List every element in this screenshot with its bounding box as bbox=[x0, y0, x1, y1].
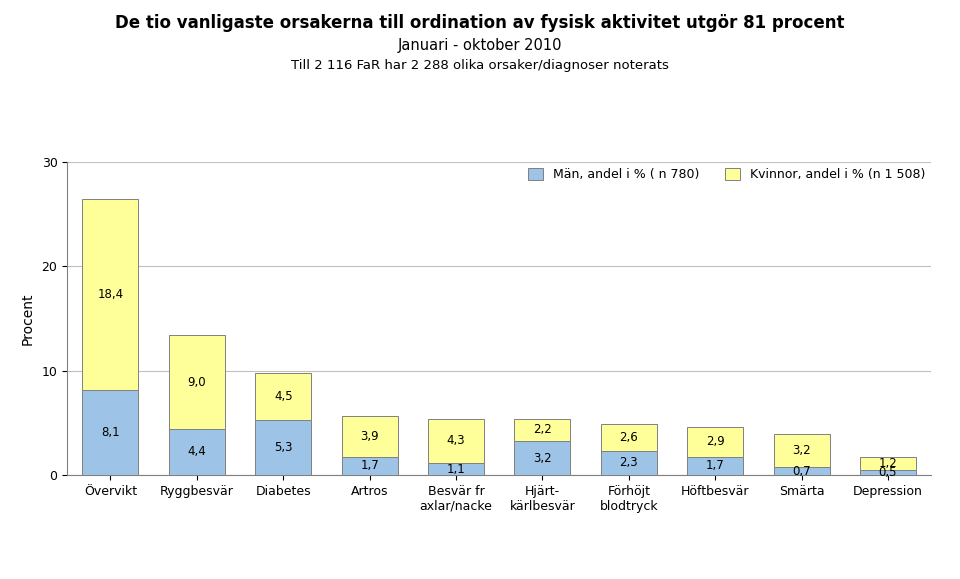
Legend: Män, andel i % ( n 780), Kvinnor, andel i % (n 1 508): Män, andel i % ( n 780), Kvinnor, andel … bbox=[528, 168, 924, 181]
Bar bbox=[342, 457, 397, 475]
Bar bbox=[255, 420, 311, 475]
Bar bbox=[428, 463, 484, 475]
Text: 3,2: 3,2 bbox=[533, 452, 552, 464]
Text: 1,1: 1,1 bbox=[446, 463, 466, 475]
Text: 1,7: 1,7 bbox=[360, 459, 379, 472]
Bar bbox=[687, 457, 743, 475]
Bar bbox=[860, 470, 916, 475]
Text: 2,9: 2,9 bbox=[706, 435, 725, 449]
Bar bbox=[83, 199, 138, 390]
Text: 2,2: 2,2 bbox=[533, 423, 552, 437]
Text: 0,5: 0,5 bbox=[878, 466, 898, 479]
Text: 0,7: 0,7 bbox=[792, 464, 811, 478]
Text: Till 2 116 FaR har 2 288 olika orsaker/diagnoser noterats: Till 2 116 FaR har 2 288 olika orsaker/d… bbox=[291, 59, 669, 72]
Text: Januari - oktober 2010: Januari - oktober 2010 bbox=[397, 38, 563, 53]
Bar bbox=[687, 427, 743, 457]
Text: 5,3: 5,3 bbox=[274, 441, 293, 454]
Text: 18,4: 18,4 bbox=[97, 288, 124, 301]
Text: 3,9: 3,9 bbox=[360, 430, 379, 444]
Text: 1,2: 1,2 bbox=[878, 457, 898, 470]
Bar bbox=[515, 441, 570, 475]
Bar bbox=[774, 467, 829, 475]
Bar bbox=[169, 429, 225, 475]
Text: 1,7: 1,7 bbox=[706, 459, 725, 472]
Text: 4,3: 4,3 bbox=[446, 434, 466, 448]
Bar bbox=[601, 424, 657, 451]
Text: 2,3: 2,3 bbox=[619, 456, 638, 470]
Y-axis label: Procent: Procent bbox=[21, 292, 35, 345]
Bar bbox=[342, 416, 397, 457]
Bar bbox=[169, 335, 225, 429]
Text: 2,6: 2,6 bbox=[619, 431, 638, 444]
Text: 3,2: 3,2 bbox=[792, 444, 811, 457]
Text: 4,4: 4,4 bbox=[187, 445, 206, 459]
Bar bbox=[860, 457, 916, 470]
Bar bbox=[515, 419, 570, 441]
Text: 4,5: 4,5 bbox=[274, 390, 293, 402]
Text: 8,1: 8,1 bbox=[101, 426, 120, 439]
Bar bbox=[428, 419, 484, 463]
Bar bbox=[601, 451, 657, 475]
Bar bbox=[774, 434, 829, 467]
Text: 9,0: 9,0 bbox=[187, 376, 206, 389]
Bar bbox=[255, 373, 311, 420]
Text: De tio vanligaste orsakerna till ordination av fysisk aktivitet utgör 81 procent: De tio vanligaste orsakerna till ordinat… bbox=[115, 14, 845, 32]
Bar bbox=[83, 390, 138, 475]
